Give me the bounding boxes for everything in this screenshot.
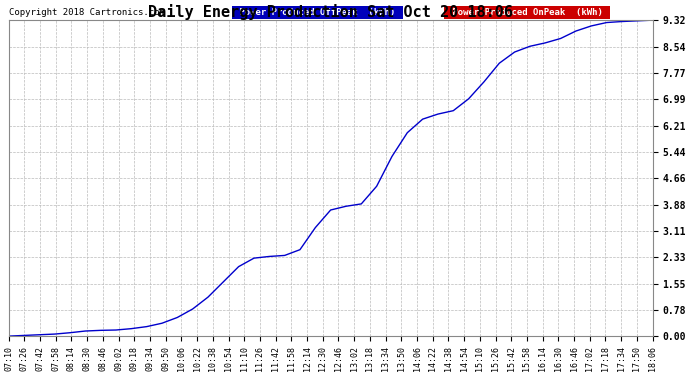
Text: Copyright 2018 Cartronics.com: Copyright 2018 Cartronics.com [9, 8, 164, 17]
Title: Daily Energy Production Sat Oct 20 18:06: Daily Energy Production Sat Oct 20 18:06 [148, 4, 513, 20]
Text: Power Produced OffPeak  (kWh): Power Produced OffPeak (kWh) [234, 8, 401, 17]
Text: Power Produced OnPeak  (kWh): Power Produced OnPeak (kWh) [446, 8, 608, 17]
